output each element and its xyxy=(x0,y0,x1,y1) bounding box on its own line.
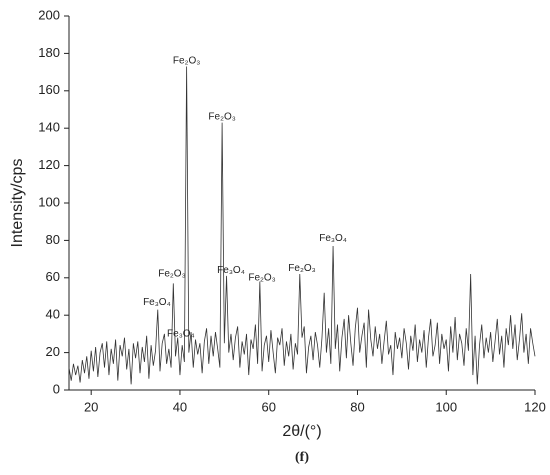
y-tick-label: 40 xyxy=(46,307,60,322)
peak-label: Fe₃O₄ xyxy=(143,297,171,308)
peak-label: Fe₂O₃ xyxy=(208,112,235,123)
y-tick-label: 140 xyxy=(38,120,60,135)
x-tick-label: 80 xyxy=(350,399,364,414)
y-tick-label: 80 xyxy=(46,232,60,247)
y-tick-label: 0 xyxy=(53,381,60,396)
y-tick-label: 180 xyxy=(38,45,60,60)
x-tick-label: 100 xyxy=(435,399,457,414)
y-axis-label: Intensity/cps xyxy=(9,159,26,248)
x-tick-label: 40 xyxy=(173,399,187,414)
x-tick-label: 120 xyxy=(524,399,546,414)
y-tick-label: 120 xyxy=(38,157,60,172)
x-axis-label: 2θ/(°) xyxy=(282,423,321,440)
peak-label: Fe₂O₃ xyxy=(288,263,315,274)
peak-label: Fe₂O₃ xyxy=(248,272,275,283)
peak-label: Fe₂O₃ xyxy=(173,56,200,67)
data-line xyxy=(68,66,536,385)
caption: (f) xyxy=(295,450,309,465)
y-tick-label: 20 xyxy=(46,344,60,359)
x-tick-label: 60 xyxy=(261,399,275,414)
x-tick-label: 20 xyxy=(84,399,98,414)
y-tick-label: 200 xyxy=(38,7,60,22)
peak-label: Fe₃O₄ xyxy=(167,329,195,340)
peak-label: Fe₃O₄ xyxy=(217,265,245,276)
y-tick-label: 100 xyxy=(38,194,60,209)
y-tick-label: 160 xyxy=(38,82,60,97)
peak-label: Fe₃O₄ xyxy=(319,233,347,244)
y-tick-label: 60 xyxy=(46,269,60,284)
peak-label: Fe₂O₃ xyxy=(158,269,185,280)
